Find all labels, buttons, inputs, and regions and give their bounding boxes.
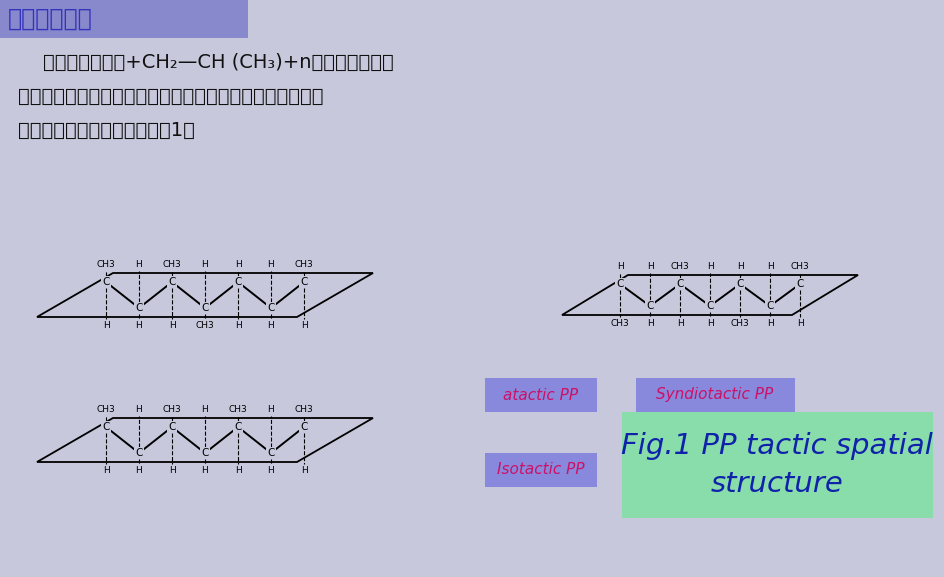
Text: 交替存在着甲基。如果把聚丙烯分子主链拉成平面锯齿形，: 交替存在着甲基。如果把聚丙烯分子主链拉成平面锯齿形， [18, 87, 323, 106]
FancyBboxPatch shape [0, 0, 247, 38]
Text: CH3: CH3 [295, 405, 313, 414]
Text: H: H [103, 321, 110, 330]
Text: C: C [735, 279, 743, 289]
Text: H: H [267, 466, 274, 475]
Text: H: H [136, 260, 143, 269]
Text: H: H [201, 260, 209, 269]
Text: H: H [735, 262, 743, 271]
Text: CH3: CH3 [295, 260, 313, 269]
Text: H: H [766, 319, 772, 328]
Text: H: H [234, 466, 241, 475]
Text: H: H [267, 260, 274, 269]
Text: C: C [705, 301, 713, 311]
Text: C: C [766, 301, 773, 311]
Text: H: H [267, 321, 274, 330]
Text: CH3: CH3 [96, 260, 115, 269]
Text: 聚丙烯的结构为+CH₂—CH (CH₃)+n，主链上碳原子: 聚丙烯的结构为+CH₂—CH (CH₃)+n，主链上碳原子 [18, 53, 394, 72]
Text: C: C [135, 303, 143, 313]
Text: C: C [267, 448, 275, 458]
Text: H: H [646, 319, 652, 328]
Text: H: H [234, 321, 241, 330]
Text: H: H [706, 262, 713, 271]
FancyBboxPatch shape [621, 412, 932, 518]
Text: H: H [766, 262, 772, 271]
Text: C: C [168, 277, 176, 287]
Text: CH3: CH3 [228, 405, 247, 414]
FancyBboxPatch shape [484, 378, 597, 412]
Text: H: H [136, 321, 143, 330]
Text: CH3: CH3 [96, 405, 115, 414]
FancyBboxPatch shape [635, 378, 794, 412]
Text: C: C [201, 448, 209, 458]
Text: H: H [796, 319, 802, 328]
Text: C: C [102, 422, 110, 432]
Text: C: C [135, 448, 143, 458]
Text: C: C [201, 303, 209, 313]
Text: CH3: CH3 [195, 321, 214, 330]
Text: CH3: CH3 [162, 260, 181, 269]
Text: H: H [616, 262, 623, 271]
Text: 聚丙烯的结构: 聚丙烯的结构 [8, 7, 93, 31]
Text: C: C [102, 277, 110, 287]
Text: CH3: CH3 [162, 405, 181, 414]
Text: C: C [300, 422, 308, 432]
Text: H: H [300, 466, 307, 475]
Text: H: H [136, 466, 143, 475]
Text: Isotactic PP: Isotactic PP [497, 463, 584, 478]
Text: H: H [201, 405, 209, 414]
Text: Fig.1 PP tactic spatial
structure: Fig.1 PP tactic spatial structure [620, 432, 932, 499]
Text: C: C [168, 422, 176, 432]
Text: C: C [234, 277, 242, 287]
Text: H: H [646, 262, 652, 271]
Text: H: H [168, 466, 176, 475]
Text: atactic PP: atactic PP [503, 388, 578, 403]
Text: C: C [234, 422, 242, 432]
Text: CH3: CH3 [670, 262, 688, 271]
Text: CH3: CH3 [730, 319, 749, 328]
Text: CH3: CH3 [610, 319, 629, 328]
Text: C: C [676, 279, 683, 289]
Text: H: H [201, 466, 209, 475]
Text: CH3: CH3 [790, 262, 808, 271]
Text: H: H [103, 466, 110, 475]
Text: C: C [796, 279, 802, 289]
Text: H: H [676, 319, 683, 328]
Text: C: C [615, 279, 623, 289]
Text: 则其有规立构构型可表示为图1。: 则其有规立构构型可表示为图1。 [18, 121, 194, 140]
Text: H: H [267, 405, 274, 414]
Text: H: H [136, 405, 143, 414]
Text: C: C [646, 301, 653, 311]
Text: H: H [234, 260, 241, 269]
Text: C: C [267, 303, 275, 313]
FancyBboxPatch shape [484, 453, 597, 487]
Text: H: H [168, 321, 176, 330]
Text: C: C [300, 277, 308, 287]
Text: H: H [706, 319, 713, 328]
Text: Syndiotactic PP: Syndiotactic PP [656, 388, 773, 403]
Text: H: H [300, 321, 307, 330]
